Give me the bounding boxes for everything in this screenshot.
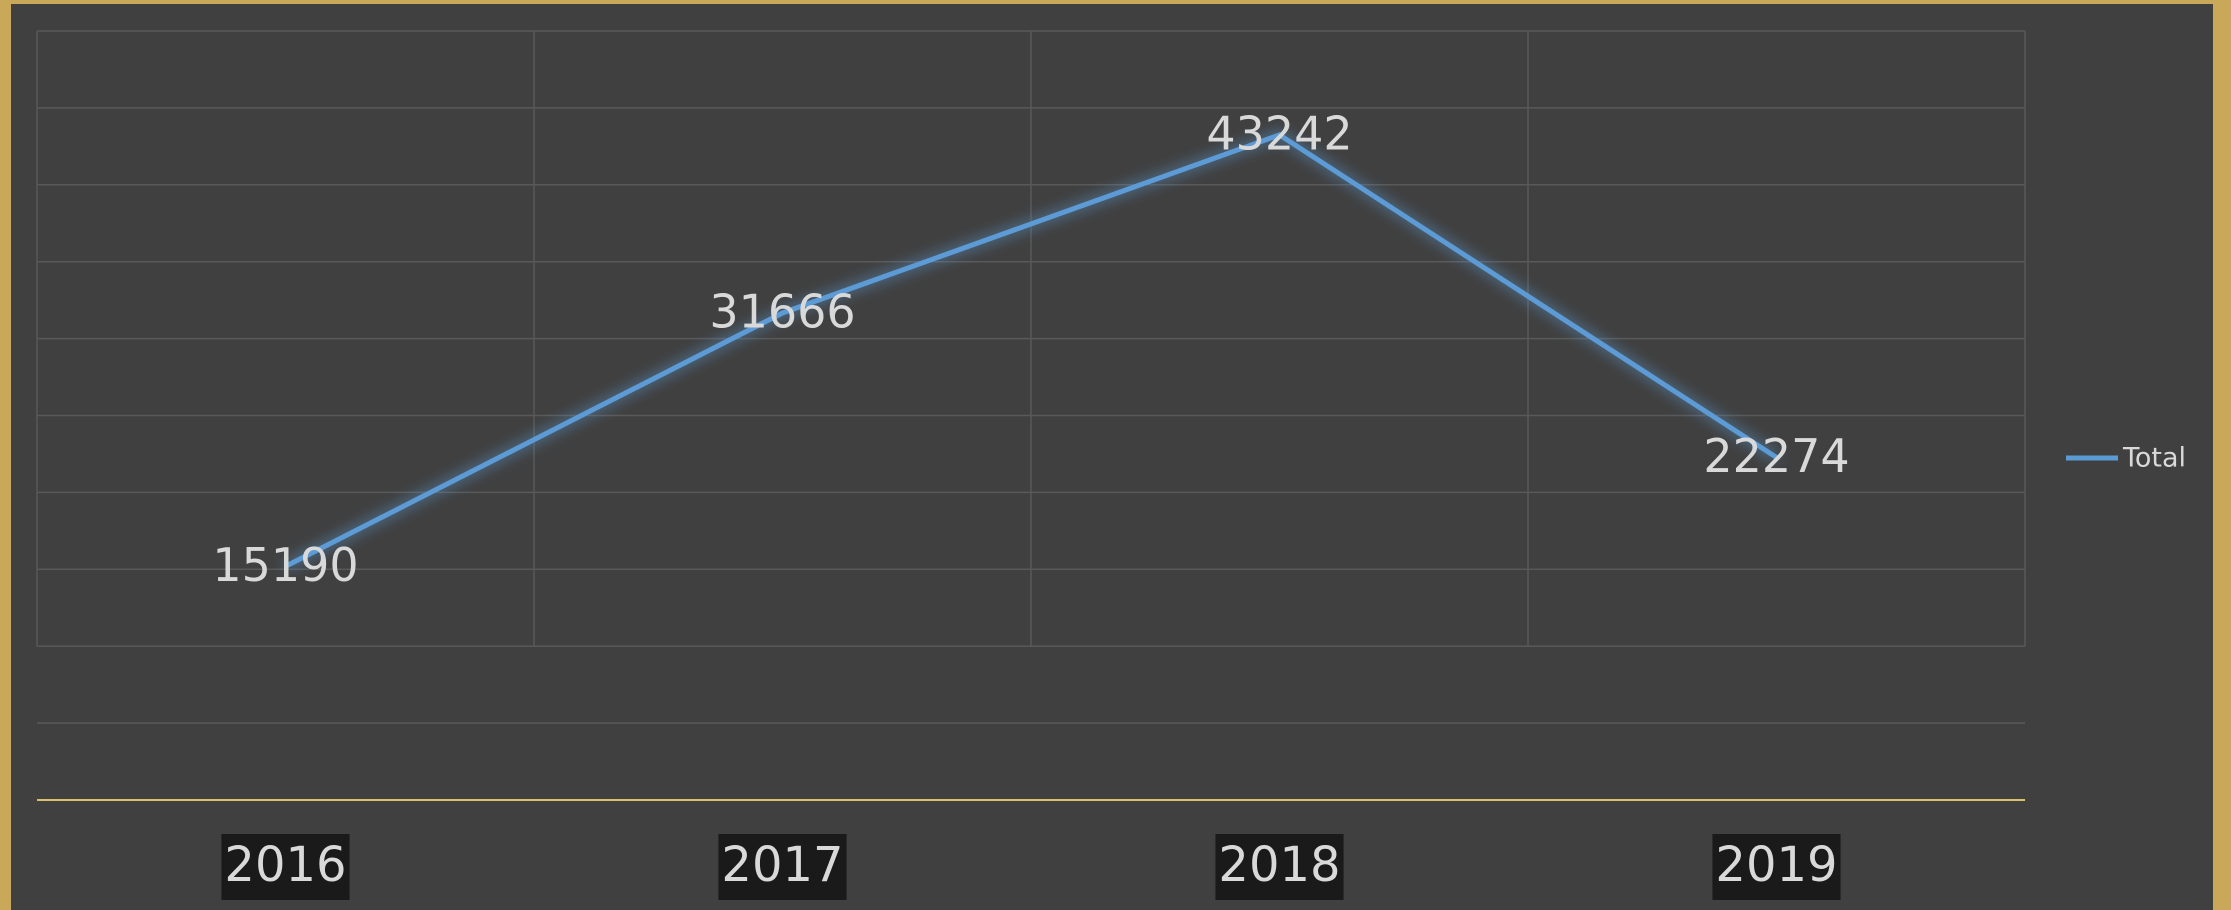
data-label: 43242 <box>1206 106 1352 160</box>
line-series <box>284 132 1778 569</box>
x-tick-label: 2016 <box>224 837 346 893</box>
x-tick-label: 2019 <box>1715 837 1837 893</box>
data-label: 22274 <box>1703 429 1849 483</box>
x-tick-label-bg <box>221 834 350 900</box>
x-tick: 2019 <box>1712 834 1841 900</box>
data-label: 31666 <box>709 284 855 338</box>
x-tick-label: 2018 <box>1218 837 1340 893</box>
legend-label: Total <box>2122 443 2186 474</box>
chart-area <box>11 4 2213 910</box>
x-tick-label-bg <box>1215 834 1344 900</box>
x-tick-label: 2017 <box>721 837 843 893</box>
data-label: 15190 <box>212 538 358 592</box>
x-tick: 2017 <box>718 834 847 900</box>
x-tick-label-bg <box>1712 834 1841 900</box>
x-tick: 2016 <box>221 834 350 900</box>
x-tick: 2018 <box>1215 834 1344 900</box>
x-tick-label-bg <box>718 834 847 900</box>
